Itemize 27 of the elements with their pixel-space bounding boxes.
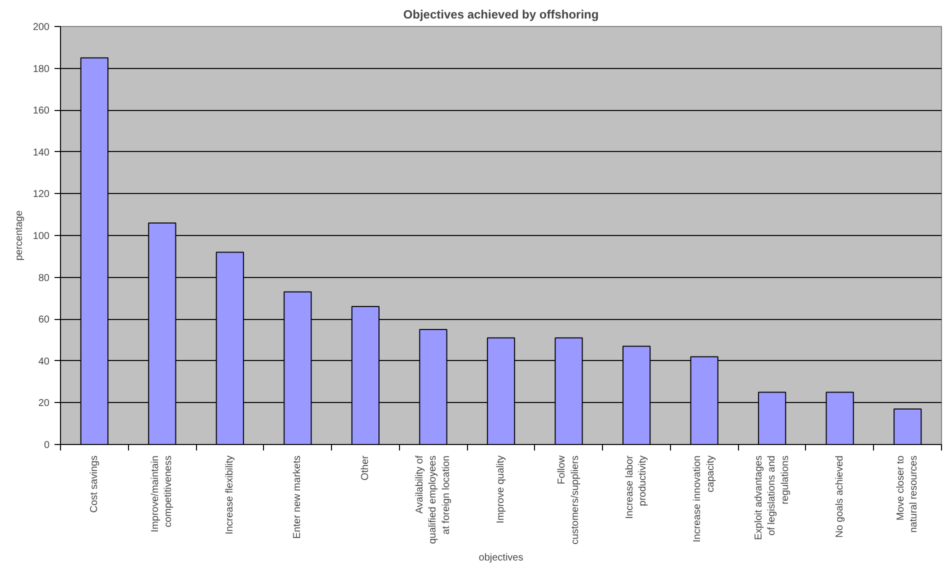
x-tick-label: Increase flexibility	[224, 456, 236, 534]
y-axis-title: percentage	[14, 210, 25, 261]
chart-title: Objectives achieved by offshoring	[403, 8, 599, 22]
x-tick-label: Cost savings	[88, 455, 100, 513]
x-tick-label: Improve/maintain competitiveness	[150, 455, 174, 532]
x-tick-label: Increase innovation capacity	[692, 455, 716, 542]
x-tick-label: Follow customers/suppliers	[556, 454, 581, 544]
y-tick-label: 140	[32, 147, 50, 158]
x-tick-label: Availability of qualified employees at foreign location	[414, 455, 452, 544]
y-tick-label: 120	[32, 189, 50, 200]
y-tick-label: 80	[38, 272, 50, 284]
y-tick-label: 160	[32, 106, 50, 117]
x-tick-label: Enter new markets	[292, 455, 304, 539]
x-axis-title: objectives	[478, 552, 524, 564]
x-tick-label: Move closer to natural resources	[896, 455, 920, 533]
y-tick-label: 100	[32, 231, 50, 242]
x-tick-label: Exploit advantages of legislations and regulations	[753, 455, 791, 540]
y-tick-label: 180	[32, 64, 50, 75]
x-tick-label: Other	[360, 454, 371, 481]
y-tick-label: 0	[44, 440, 50, 451]
x-tick-label: Increase labor productivity	[624, 454, 649, 519]
y-tick-label: 20	[38, 398, 50, 410]
y-tick-label: 40	[38, 356, 50, 368]
x-tick-label: Improve quality	[496, 455, 506, 524]
y-tick-label: 60	[38, 314, 50, 326]
y-tick-label: 200	[32, 22, 50, 33]
x-tick-label: No goals achieved	[834, 455, 846, 538]
